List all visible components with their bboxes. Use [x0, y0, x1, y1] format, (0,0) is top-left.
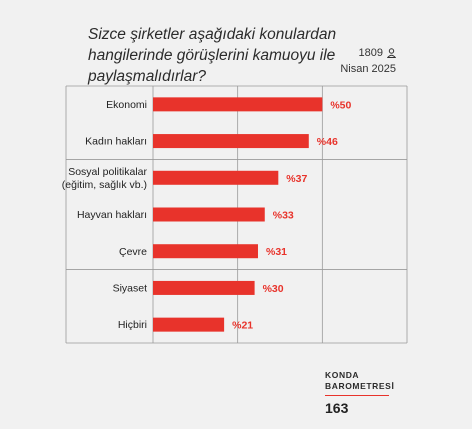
data-label: %46 [317, 136, 338, 148]
bar [153, 207, 265, 222]
category-label: Hayvan hakları [77, 209, 147, 221]
data-label: %37 [286, 173, 307, 185]
data-label: %21 [232, 320, 253, 332]
bar [153, 97, 323, 112]
category-label: Çevre [119, 246, 147, 258]
question-title: Sizce şirketler aşağıdaki konulardan han… [88, 26, 337, 85]
survey-date: Nisan 2025 [340, 63, 396, 75]
bar [153, 170, 279, 185]
category-label: Kadın hakları [85, 136, 147, 148]
survey-meta: 1809 Nisan 2025 [340, 45, 396, 77]
data-label: %30 [263, 283, 284, 295]
sample-size-value: 1809 [358, 47, 383, 59]
issue-number: 163 [325, 400, 349, 416]
category-label: Sosyal politikalar (eğitim, sağlık vb.) [62, 166, 148, 191]
brand-line-1: KONDA [325, 370, 360, 380]
bar [153, 317, 225, 332]
person-icon [387, 48, 396, 58]
bar [153, 134, 309, 149]
brand-line-2: BAROMETRESİ [325, 381, 394, 396]
bar [153, 244, 258, 259]
data-label: %33 [273, 210, 294, 222]
category-label: Hiçbiri [118, 319, 147, 331]
category-label: Siyaset [113, 283, 148, 295]
bar [153, 280, 255, 295]
data-label: %50 [330, 99, 351, 111]
data-label: %31 [266, 246, 287, 258]
konda-brand: KONDA BAROMETRESİ 163 [325, 370, 394, 416]
sample-size: 1809 [340, 45, 396, 61]
category-label: Ekonomi [106, 99, 147, 111]
